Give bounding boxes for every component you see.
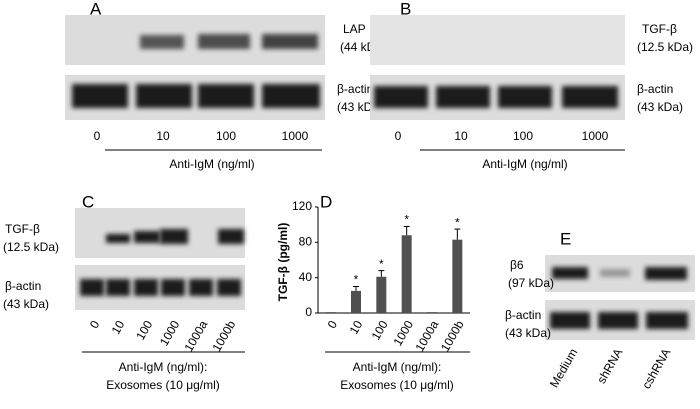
- significance-marker: *: [455, 215, 460, 229]
- panel-a: A LAP (44 kDa) β-actin (43 kDa) 0 10 100…: [65, 0, 386, 171]
- panel-label: B: [400, 0, 411, 18]
- x-label: Exosomes (10 μg/ml): [340, 378, 454, 392]
- y-tick-label: 120: [292, 199, 312, 213]
- bar: [351, 290, 361, 313]
- band: [598, 312, 638, 329]
- blot-label: TGF-β: [642, 22, 677, 36]
- band: [374, 86, 428, 108]
- x-label: Anti-IgM (ng/ml): [169, 157, 254, 171]
- band: [646, 312, 688, 329]
- y-tick-label: 80: [299, 235, 313, 249]
- lane-label: 1000: [282, 129, 309, 143]
- lane-label: 100: [513, 129, 533, 143]
- blot-kda: (97 kDa): [508, 276, 554, 290]
- band: [262, 34, 318, 49]
- bar: [376, 276, 387, 313]
- blot-label: β-actin: [5, 279, 41, 293]
- x-tick-label: 1000: [391, 318, 417, 348]
- lane-label: 1000: [582, 129, 609, 143]
- lane-label: 10: [109, 318, 128, 337]
- lane-label: 1000a: [182, 318, 211, 354]
- lane-label: 0: [395, 129, 402, 143]
- band: [106, 234, 130, 243]
- x-label: Exosomes (10 μg/ml): [106, 378, 220, 392]
- panel-b: B TGF-β (12.5 kDa) β-actin (43 kDa) 0 10…: [370, 0, 693, 171]
- x-tick-label: 0: [325, 318, 341, 331]
- x-label: Anti-IgM (ng/ml): [482, 157, 567, 171]
- blot-kda: (12.5 kDa): [3, 240, 59, 254]
- band: [134, 231, 160, 243]
- bar: [325, 312, 336, 313]
- lane-label: shRNA: [594, 346, 625, 386]
- band: [198, 34, 250, 49]
- significance-marker: *: [354, 273, 359, 287]
- lane-label: 100: [133, 318, 155, 343]
- y-tick-label: 40: [299, 270, 313, 284]
- band: [262, 84, 320, 108]
- y-label: TGF-β (pg/ml): [276, 223, 290, 302]
- x-tick-label: 1000a: [413, 318, 442, 354]
- band: [217, 279, 241, 296]
- lane-label: 1000: [157, 318, 183, 348]
- lane-label: 1000b: [210, 318, 239, 354]
- band: [198, 84, 254, 108]
- blot-kda: (43 kDa): [637, 100, 683, 114]
- band: [136, 84, 192, 108]
- bar: [401, 235, 412, 313]
- panel-e: E β6 (97 kDa) β-actin (43 kDa) Medium sh…: [505, 229, 695, 391]
- band: [600, 269, 630, 277]
- panel-label: E: [560, 229, 571, 248]
- blot-label: TGF-β: [5, 222, 40, 236]
- band: [140, 35, 184, 49]
- band: [645, 267, 687, 280]
- band: [134, 279, 158, 296]
- x-label: Anti-IgM (ng/ml):: [353, 360, 442, 374]
- blot-label: β-actin: [337, 82, 373, 96]
- blot-kda: (43 kDa): [3, 297, 49, 311]
- y-tick-label: 0: [305, 305, 312, 319]
- band: [161, 279, 185, 296]
- band: [218, 229, 244, 244]
- panel-d: D TGF-β (pg/ml) Anti-IgM (ng/ml): Exosom…: [276, 192, 470, 392]
- lane-label: 0: [94, 129, 101, 143]
- x-tick-label: 10: [347, 318, 366, 337]
- band: [189, 279, 213, 296]
- lane-label: 100: [216, 129, 236, 143]
- band: [552, 267, 588, 279]
- blot-kda: (12.5 kDa): [637, 40, 693, 54]
- band: [562, 86, 618, 108]
- blot-kda: (43 kDa): [505, 326, 551, 340]
- panel-label: D: [320, 192, 332, 211]
- band: [72, 84, 128, 108]
- panel-c: C TGF-β (12.5 kDa) β-actin (43 kDa) 0 10…: [3, 192, 245, 392]
- blot-label: β6: [510, 258, 524, 272]
- band: [498, 86, 552, 108]
- x-label: Anti-IgM (ng/ml):: [119, 360, 208, 374]
- x-tick-label: 1000b: [438, 318, 467, 354]
- lane-label: cshRNA: [639, 346, 673, 391]
- x-tick-label: 100: [369, 318, 391, 343]
- lane-label: 10: [454, 129, 468, 143]
- blot: [370, 15, 625, 65]
- significance-marker: *: [379, 257, 384, 271]
- band: [550, 312, 590, 329]
- band: [436, 86, 490, 108]
- bar: [427, 312, 437, 313]
- lane-label: 10: [156, 129, 170, 143]
- band: [80, 279, 104, 296]
- blot-label: β-actin: [505, 308, 541, 322]
- lane-label: 0: [87, 318, 103, 331]
- panel-label: A: [90, 0, 102, 18]
- panel-label: C: [82, 192, 94, 211]
- blot-label: β-actin: [637, 82, 673, 96]
- lane-label: Medium: [547, 346, 580, 390]
- band: [160, 229, 188, 244]
- bar: [452, 239, 463, 313]
- significance-marker: *: [404, 213, 409, 227]
- blot-label: LAP: [343, 22, 366, 36]
- band: [106, 279, 130, 296]
